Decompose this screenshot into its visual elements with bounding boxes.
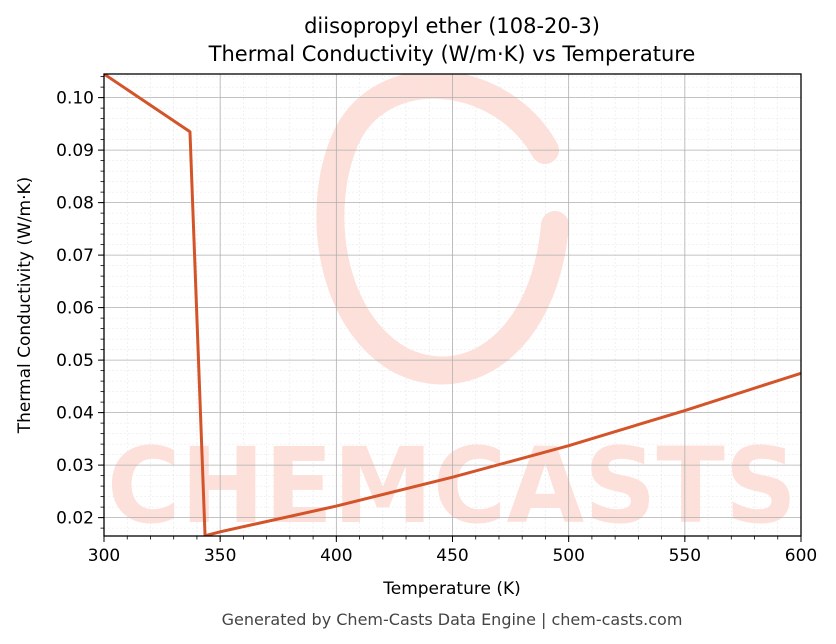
series-line	[104, 74, 801, 536]
y-tick-label: 0.05	[56, 351, 94, 371]
y-axis-label: Thermal Conductivity (W/m·K)	[15, 177, 35, 435]
x-axis-label: Temperature (K)	[382, 579, 521, 599]
chart-subtitle: Thermal Conductivity (W/m·K) vs Temperat…	[208, 42, 696, 66]
x-axis-ticks: 300 350 400 450 500 550 600	[88, 536, 817, 566]
x-tick-label: 400	[320, 546, 352, 566]
y-tick-label: 0.03	[56, 456, 94, 476]
y-tick-label: 0.09	[56, 141, 94, 161]
x-tick-label: 550	[669, 546, 701, 566]
y-tick-label: 0.04	[56, 404, 94, 424]
y-tick-label: 0.07	[56, 246, 94, 266]
y-tick-label: 0.06	[56, 299, 94, 319]
chart-title: diisopropyl ether (108-20-3)	[304, 14, 600, 38]
x-tick-label: 350	[204, 546, 236, 566]
y-axis-ticks: 0.02 0.03 0.04 0.05 0.06 0.07 0.08 0.09 0.10	[56, 76, 104, 529]
y-tick-label: 0.08	[56, 194, 94, 214]
x-tick-label: 300	[88, 546, 120, 566]
x-tick-label: 600	[785, 546, 817, 566]
y-tick-label: 0.02	[56, 509, 94, 529]
y-tick-label: 0.10	[56, 89, 94, 109]
footer-credit: Generated by Chem-Casts Data Engine | ch…	[222, 610, 683, 629]
watermark-logo-ring	[316, 74, 569, 385]
x-tick-label: 500	[552, 546, 584, 566]
x-tick-label: 450	[436, 546, 468, 566]
